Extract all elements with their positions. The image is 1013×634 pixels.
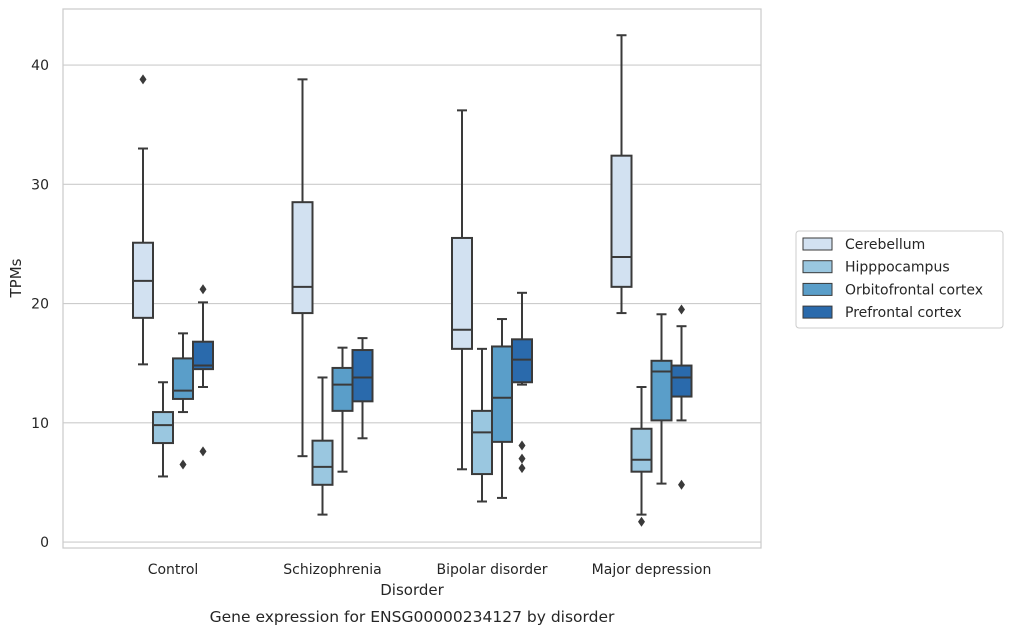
y-tick-label: 10	[31, 416, 49, 432]
outlier-point	[139, 74, 147, 85]
box	[650, 359, 673, 422]
box-group	[650, 313, 673, 485]
box-group	[132, 74, 154, 366]
outlier-point	[199, 446, 207, 457]
outlier-point	[638, 516, 645, 527]
chart-caption: Gene expression for ENSG00000234127 by d…	[210, 608, 615, 626]
box-group	[331, 346, 354, 473]
box	[630, 427, 653, 473]
box-group	[630, 386, 653, 527]
box	[172, 357, 194, 400]
plot-area-background	[63, 9, 761, 548]
x-tick-label: Major depression	[592, 562, 712, 578]
box	[291, 201, 314, 315]
box	[351, 349, 374, 403]
outlier-point	[518, 453, 526, 464]
legend-label: Prefrontal cortex	[845, 305, 962, 321]
box	[152, 411, 174, 445]
legend-swatch	[802, 237, 833, 251]
box-group	[610, 34, 633, 315]
box	[670, 364, 693, 398]
box	[451, 236, 473, 350]
box-group	[152, 381, 174, 478]
y-tick-label: 0	[40, 535, 49, 551]
box-group	[192, 284, 214, 457]
legend: Cerebellum Hipppocampus Orbitofrontal cort…	[795, 230, 1004, 329]
y-tick-label: 40	[31, 58, 49, 74]
legend-swatch	[802, 282, 833, 296]
legend-label: Cerebellum	[845, 237, 925, 253]
box-group	[491, 318, 513, 499]
outlier-point	[518, 463, 526, 474]
legend-frame	[795, 230, 1004, 329]
y-axis-title: TPMs	[7, 258, 25, 298]
box-group	[471, 347, 493, 503]
outlier-point	[678, 304, 685, 315]
box	[491, 345, 513, 443]
legend-label: Hipppocampus	[845, 260, 950, 276]
box	[471, 409, 493, 476]
plot-area-frame	[62, 8, 762, 549]
y-tick-label: 20	[31, 297, 49, 313]
x-tick-label: Bipolar disorder	[436, 562, 547, 578]
x-axis-title: Disorder	[380, 581, 444, 599]
y-tick-label: 30	[31, 177, 49, 193]
box	[311, 439, 334, 486]
box-group	[511, 291, 533, 474]
box-group	[311, 376, 334, 516]
legend-swatch	[802, 260, 833, 274]
x-axis-ticks: Control Schizophrenia Bipolar disorder Majo…	[148, 562, 712, 578]
x-tick-label: Schizophrenia	[283, 562, 381, 578]
box	[610, 154, 633, 288]
y-axis-ticks: 0 10 20 30 40	[31, 58, 49, 551]
legend-swatch	[802, 305, 833, 319]
box	[511, 338, 533, 384]
box-group	[670, 304, 693, 490]
outlier-point	[518, 440, 526, 451]
box-group	[172, 332, 194, 470]
gridlines	[63, 64, 761, 543]
outlier-point	[179, 459, 187, 470]
box-group	[291, 78, 314, 458]
box	[331, 366, 354, 412]
box	[192, 340, 214, 371]
legend-label: Orbitofrontal cortex	[845, 282, 983, 298]
box-group	[451, 109, 473, 471]
x-tick-label: Control	[148, 562, 199, 578]
box-group	[351, 337, 374, 440]
boxes	[132, 34, 693, 527]
outlier-point	[678, 479, 685, 490]
outlier-point	[199, 284, 207, 295]
